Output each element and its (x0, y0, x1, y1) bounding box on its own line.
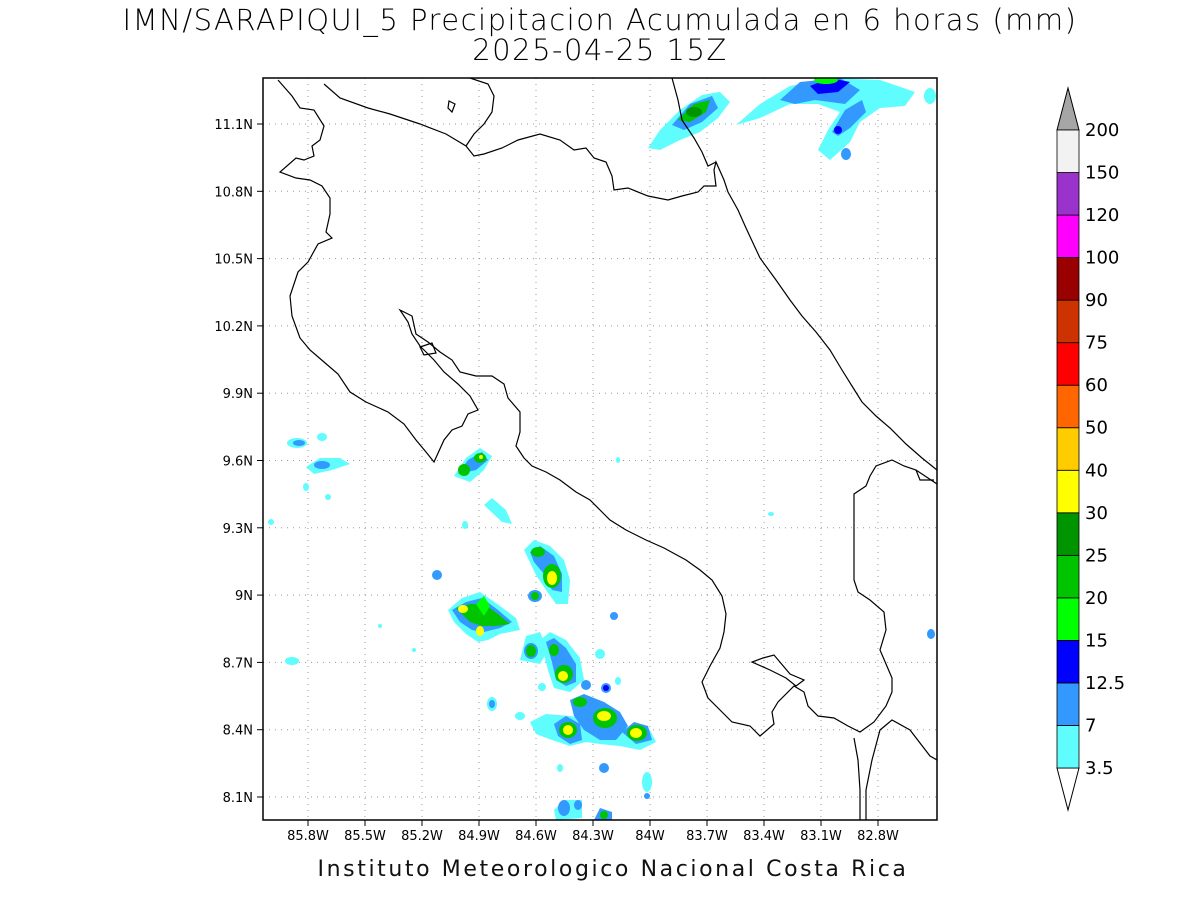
legend-color-box (1056, 257, 1080, 301)
legend-label: 90 (1085, 290, 1108, 311)
legend-label: 50 (1085, 418, 1108, 439)
lat-tick-label: 8.4N (223, 724, 253, 739)
lon-tick-label: 82.8W (857, 829, 899, 844)
rain-cell (648, 92, 730, 150)
lat-tick-label: 10.2N (214, 320, 253, 335)
legend-label: 3.5 (1085, 758, 1114, 779)
lon-tick-label: 85.8W (287, 829, 329, 844)
rain-cell (448, 592, 520, 642)
rain-cell (515, 694, 656, 799)
legend-color-box (1056, 725, 1080, 769)
lat-tick-label: 11.1N (214, 118, 253, 133)
legend-under-triangle (1056, 767, 1080, 812)
legend-label: 12.5 (1085, 673, 1125, 694)
lon-tick-label: 84.9W (458, 829, 500, 844)
color-legend: 3.5 7 12.5 15 20 25 30 40 50 60 75 90 100 120 150 200 (1056, 86, 1125, 812)
legend-color-box (1056, 384, 1080, 429)
lon-tick-label: 84.6W (515, 829, 557, 844)
lat-tick-label: 9.6N (223, 455, 253, 470)
lon-tick-label: 83.4W (743, 829, 785, 844)
lon-tick-label: 84W (635, 829, 665, 844)
legend-color-box (1056, 682, 1080, 726)
legend-label: 100 (1085, 248, 1119, 269)
rain-cell (736, 78, 936, 160)
lat-tick-label: 9N (235, 589, 253, 604)
map-frame (262, 77, 938, 821)
lat-tick-label: 8.7N (223, 656, 253, 671)
rain-cell (487, 632, 621, 711)
rain-cell (378, 624, 935, 820)
rain-cell (432, 540, 618, 620)
legend-color-box (1056, 640, 1080, 684)
legend-label: 30 (1085, 503, 1108, 524)
lat-tick-label: 8.1N (223, 791, 253, 806)
lon-tick-label: 85.2W (401, 829, 443, 844)
legend-color-box (1056, 214, 1080, 258)
legend-label: 25 (1085, 545, 1108, 566)
legend-label: 40 (1085, 460, 1108, 481)
rain-cell (268, 433, 350, 665)
legend-label: 60 (1085, 375, 1108, 396)
legend-over-triangle (1056, 86, 1080, 131)
legend-label: 20 (1085, 588, 1108, 609)
chart-title: IMN/SARAPIQUI_5 Precipitacion Acumulada … (122, 3, 1078, 37)
chart-subtitle-valid-time: 2025-04-25 15Z (472, 33, 728, 67)
legend-color-box (1056, 427, 1080, 471)
legend-label: 200 (1085, 120, 1119, 141)
legend-color-box (1056, 554, 1080, 599)
rain-cell (454, 448, 774, 529)
latitude-axis: 11.1N 10.8N 10.5N 10.2N 9.9N 9.6N 9.3N 9N 8.7N 8.… (214, 118, 263, 806)
legend-color-box (1056, 597, 1080, 641)
lat-tick-label: 9.3N (223, 522, 253, 537)
legend-label: 150 (1085, 163, 1119, 184)
lon-tick-label: 83.1W (800, 829, 842, 844)
longitude-axis: 85.8W 85.5W 85.2W 84.9W 84.6W 84.3W 84W 83.7W 83… (287, 820, 899, 844)
legend-color-box (1056, 129, 1080, 173)
legend-label: 75 (1085, 333, 1108, 354)
legend-color-box (1056, 469, 1080, 514)
legend-label: 120 (1085, 205, 1119, 226)
legend-color-box (1056, 172, 1080, 216)
legend-label: 7 (1085, 715, 1096, 736)
legend-label: 15 (1085, 630, 1108, 651)
legend-color-box (1056, 342, 1080, 386)
legend-color-box (1056, 512, 1080, 556)
precipitation-fields (268, 78, 936, 820)
credit-line: Instituto Meteorologico Nacional Costa R… (317, 857, 909, 882)
lon-tick-label: 83.7W (686, 829, 728, 844)
legend-color-box (1056, 299, 1080, 344)
lon-tick-label: 85.5W (344, 829, 386, 844)
lat-tick-label: 10.8N (214, 185, 253, 200)
lon-tick-label: 84.3W (572, 829, 614, 844)
coastlines-and-borders (277, 78, 937, 820)
lat-tick-label: 9.9N (223, 387, 253, 402)
lat-tick-label: 10.5N (214, 253, 253, 268)
